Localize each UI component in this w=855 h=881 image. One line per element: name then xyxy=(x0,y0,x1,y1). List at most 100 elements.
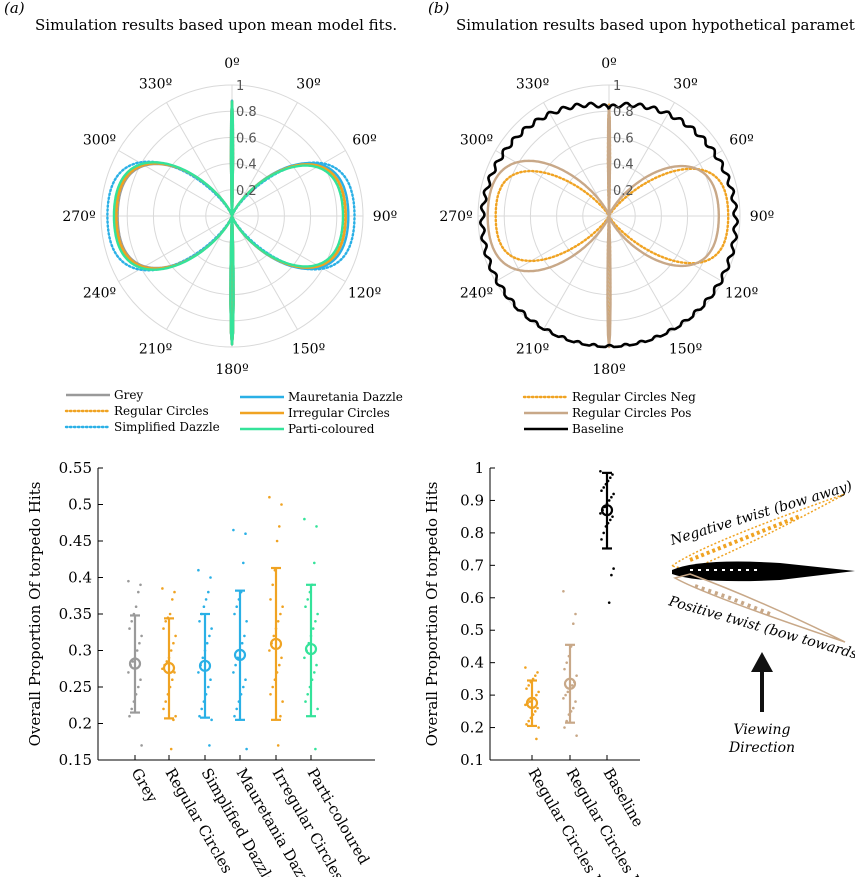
data-point xyxy=(197,671,200,674)
radial-tick-label: 0.2 xyxy=(613,184,634,199)
mean-marker xyxy=(128,657,142,670)
data-point xyxy=(269,693,272,696)
data-point xyxy=(173,671,176,674)
polar-series-line xyxy=(112,100,345,346)
data-point xyxy=(174,714,177,718)
legend-label: Regular Circles xyxy=(114,404,209,418)
y-tick-label: 0.2 xyxy=(68,715,92,733)
angle-tick-label: 120º xyxy=(348,286,381,302)
data-point xyxy=(564,693,567,697)
y-tick-label: 0.2 xyxy=(460,719,484,737)
data-point xyxy=(314,620,317,623)
legend-label: Simplified Dazzle xyxy=(114,420,220,434)
viewing-label-2: Direction xyxy=(728,740,795,756)
data-point xyxy=(242,561,245,565)
polar-spoke xyxy=(608,215,723,282)
legend-label: Regular Circles Pos xyxy=(572,406,691,420)
angle-tick-label: 90º xyxy=(373,209,397,225)
y-tick-label: 0.7 xyxy=(460,556,484,574)
data-point xyxy=(137,590,140,594)
polar-series-line xyxy=(478,101,740,349)
panel-a-label: (a) xyxy=(4,0,25,17)
y-tick-label: 1 xyxy=(474,459,484,477)
radial-tick-label: 1 xyxy=(236,79,244,94)
angle-tick-label: 270º xyxy=(62,209,95,225)
data-point xyxy=(536,671,539,674)
data-point xyxy=(138,641,141,645)
data-point xyxy=(537,690,540,694)
data-point xyxy=(171,598,174,601)
data-point xyxy=(162,707,165,711)
data-point xyxy=(316,707,319,711)
legend-label: Baseline xyxy=(572,422,624,436)
angle-tick-label: 330º xyxy=(516,76,549,92)
data-point xyxy=(534,674,537,677)
y-tick-label: 0.4 xyxy=(68,569,92,587)
mean-marker xyxy=(269,637,283,651)
data-point xyxy=(570,684,574,687)
data-point xyxy=(171,678,174,681)
data-point xyxy=(525,687,528,690)
mean-marker xyxy=(525,696,539,709)
data-point xyxy=(306,693,310,696)
data-point xyxy=(607,601,611,604)
data-point xyxy=(315,663,318,667)
data-point xyxy=(271,685,275,689)
data-point xyxy=(208,744,211,747)
viewing-label-1: Viewing xyxy=(733,722,790,738)
data-point xyxy=(169,747,173,751)
y-tick-label: 0.5 xyxy=(460,621,484,639)
data-point xyxy=(271,583,275,587)
mean-marker xyxy=(304,642,318,656)
data-point xyxy=(233,714,236,718)
angle-tick-label: 270º xyxy=(439,209,472,225)
data-point xyxy=(562,697,565,700)
data-point xyxy=(306,598,310,601)
panel-a-title: Simulation results based upon mean model… xyxy=(35,16,397,34)
data-point xyxy=(162,627,165,630)
angle-tick-label: 330º xyxy=(139,76,172,92)
angle-tick-label: 150º xyxy=(292,342,325,358)
x-tick-label: Grey xyxy=(128,765,162,806)
data-point xyxy=(535,693,538,697)
legend-label: Grey xyxy=(114,388,143,402)
y-tick-label: 0.3 xyxy=(68,642,92,660)
data-point xyxy=(244,678,247,681)
data-point xyxy=(140,634,143,638)
polar-chart-b: 0.2 0.4 0.6 0.8 1 0º 30º 60º 90º 120º 150º 180º 210º… xyxy=(439,56,774,378)
data-point xyxy=(610,495,613,499)
data-point xyxy=(207,685,210,689)
data-point xyxy=(164,700,167,703)
data-point xyxy=(304,700,307,703)
data-point xyxy=(128,627,131,630)
data-point xyxy=(609,518,612,522)
data-point xyxy=(161,587,164,590)
angle-tick-label: 180º xyxy=(592,362,625,378)
y-axis-label: Overall Proportion Of torpedo Hits xyxy=(423,482,441,747)
data-point xyxy=(611,515,614,518)
angle-tick-label: 240º xyxy=(83,286,116,302)
data-point xyxy=(278,663,281,667)
angle-tick-label: 30º xyxy=(673,76,697,92)
data-point xyxy=(602,486,605,489)
data-point xyxy=(599,512,602,515)
data-point xyxy=(269,598,272,601)
data-point xyxy=(134,605,138,608)
ship-positive-twist xyxy=(673,573,846,643)
data-point xyxy=(275,539,279,543)
positive-twist-label: Positive twist (bow towards) xyxy=(666,593,855,664)
y-tick-label: 0.4 xyxy=(460,654,484,672)
data-point xyxy=(303,517,306,521)
data-point xyxy=(137,685,140,689)
data-point xyxy=(173,590,176,594)
legend-a: Grey Regular Circles Simplified Dazzle Maur… xyxy=(64,388,403,436)
data-point xyxy=(563,726,566,729)
data-point xyxy=(245,620,248,623)
y-tick-label: 0.1 xyxy=(460,751,484,769)
data-point xyxy=(174,634,177,638)
data-point xyxy=(600,489,603,493)
data-point xyxy=(168,612,172,616)
legend-label: Parti-coloured xyxy=(288,422,375,436)
data-point xyxy=(210,718,213,722)
data-point xyxy=(232,528,235,532)
